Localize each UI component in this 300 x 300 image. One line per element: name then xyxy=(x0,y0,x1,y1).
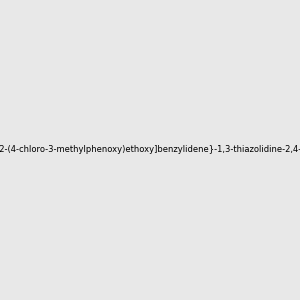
Text: 5-{2-[2-(4-chloro-3-methylphenoxy)ethoxy]benzylidene}-1,3-thiazolidine-2,4-dione: 5-{2-[2-(4-chloro-3-methylphenoxy)ethoxy… xyxy=(0,146,300,154)
